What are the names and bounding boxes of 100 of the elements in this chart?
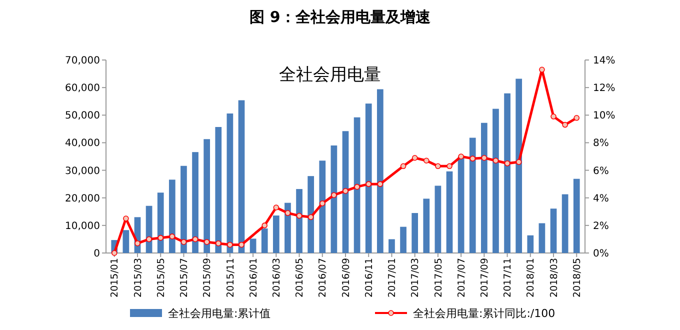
bar [492,108,499,253]
bar [365,104,372,253]
bar [192,152,198,253]
point [574,115,580,121]
y-tick-label: 70,000 [65,56,100,66]
point [562,122,568,128]
bar [388,239,395,253]
bar [204,139,210,253]
y-tick-label: 20,000 [65,193,100,204]
point [296,212,302,219]
y-tick-label: 30,000 [65,166,100,177]
chart-subtitle: 全社会用电量 [279,65,381,85]
point [134,240,140,246]
x-tick-label: 2017/11 [502,258,514,298]
x-tick-label: 2018/01 [526,258,537,298]
bar [527,235,534,253]
x-tick-label: 2015/09 [202,258,214,298]
point [354,184,360,190]
bar [573,178,580,253]
bar [250,238,256,253]
x-tick-label: 2017/05 [433,258,444,298]
point [504,160,510,166]
point [446,163,452,170]
legend-label: 全社会用电量:累计值 [168,306,271,320]
x-tick-label: 2015/03 [132,258,144,298]
y2-tick-label: 8% [593,138,609,150]
x-tick-label: 2015/05 [156,258,167,298]
bar [226,113,234,253]
bar [550,208,557,253]
point [215,240,222,246]
point [458,154,464,160]
y2-tick-label: 12% [593,83,616,94]
x-tick-label: 2016/05 [294,258,306,298]
legend-label: 全社会用电量:累计同比:/100 [413,306,556,320]
bar [538,223,546,253]
point [123,216,129,222]
bar [215,127,222,253]
x-tick-label: 2016/11 [364,258,375,298]
bar [354,117,360,253]
bar [562,194,568,253]
point [146,236,152,242]
x-tick-label: 2018/03 [548,258,560,298]
point [273,204,280,210]
bar [480,122,488,253]
x-tick-label: 2015/07 [179,258,190,298]
x-tick-label: 2016/09 [340,258,352,298]
point [262,222,268,228]
bar [238,100,245,253]
point [158,234,164,241]
point [470,156,476,162]
point [238,242,244,248]
x-tick-label: 2016/07 [318,258,329,298]
point [492,158,499,164]
point [180,239,187,245]
x-tick-label: 2016/03 [271,258,282,298]
bar [458,156,464,253]
y-tick-label: 0 [94,248,100,260]
x-tick-label: 2015/01 [110,258,121,298]
point [377,181,384,187]
x-tick-label: 2018/05 [572,258,583,298]
point [319,200,326,206]
bar [319,160,326,253]
bar [516,78,522,253]
bar [342,131,349,253]
point [366,181,372,187]
bar [272,216,280,253]
x-tick-label: 2017/03 [410,258,422,298]
point [435,163,441,170]
point [169,234,176,240]
bar [400,226,406,253]
point [204,239,210,245]
y-tick-label: 40,000 [65,138,100,150]
y-tick-label: 50,000 [65,110,100,122]
bar [504,93,510,253]
x-tick-label: 2017/09 [480,258,490,298]
point [331,192,337,198]
point [342,188,348,194]
point [111,250,118,256]
point [308,214,314,220]
bar [469,138,476,253]
x-tick-label: 2016/01 [248,258,260,298]
bar [168,180,176,253]
point [516,159,522,165]
bar [376,89,384,253]
bar [446,171,453,253]
point [412,154,418,161]
x-tick-label: 2015/11 [225,258,236,298]
y2-tick-label: 10% [593,110,616,122]
y-tick-label: 60,000 [65,83,100,94]
y2-tick-label: 0% [593,248,609,260]
point [227,242,233,248]
x-tick-label: 2017/01 [387,258,398,298]
bar [122,230,130,253]
bar [180,166,187,253]
chart-title: 图 9：全社会用电量及增速 [250,8,432,26]
bar [423,198,430,253]
y2-tick-label: 6% [593,166,609,177]
y2-tick-label: 4% [593,193,609,204]
point [423,158,430,164]
bar [434,186,442,253]
